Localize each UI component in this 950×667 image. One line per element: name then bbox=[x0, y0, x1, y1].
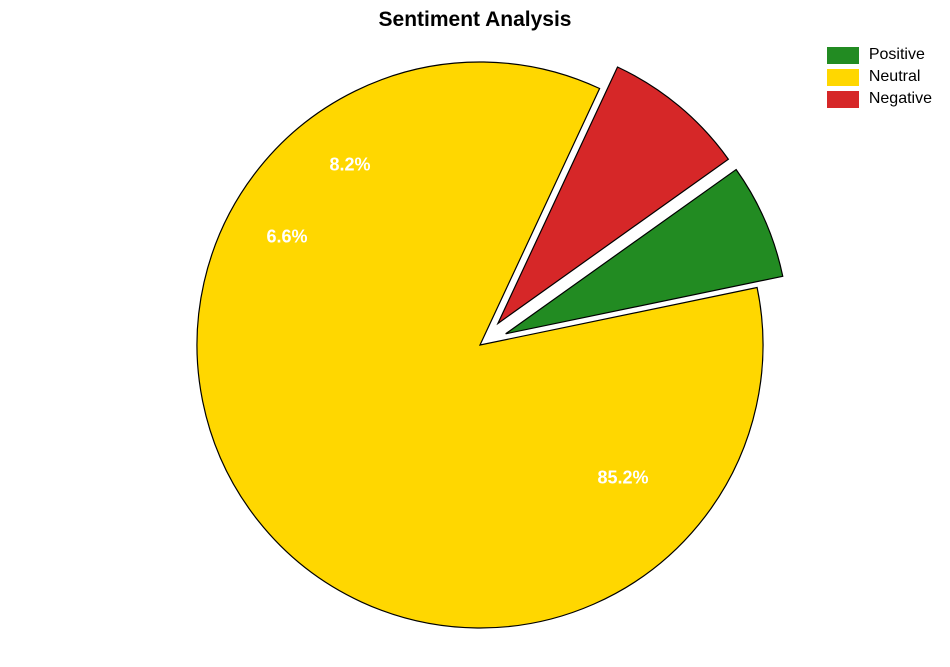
legend-item-neutral: Neutral bbox=[827, 68, 932, 86]
legend: Positive Neutral Negative bbox=[827, 46, 932, 112]
legend-swatch-negative bbox=[827, 91, 859, 108]
slice-label-positive: 6.6% bbox=[266, 227, 307, 248]
legend-label-neutral: Neutral bbox=[869, 68, 921, 86]
legend-label-negative: Negative bbox=[869, 90, 932, 108]
pie-svg bbox=[0, 0, 950, 662]
slice-label-negative: 8.2% bbox=[329, 155, 370, 176]
legend-item-positive: Positive bbox=[827, 46, 932, 64]
legend-swatch-positive bbox=[827, 47, 859, 64]
legend-label-positive: Positive bbox=[869, 46, 925, 64]
slice-label-neutral: 85.2% bbox=[597, 468, 648, 489]
legend-item-negative: Negative bbox=[827, 90, 932, 108]
legend-swatch-neutral bbox=[827, 69, 859, 86]
pie-chart bbox=[0, 0, 950, 662]
